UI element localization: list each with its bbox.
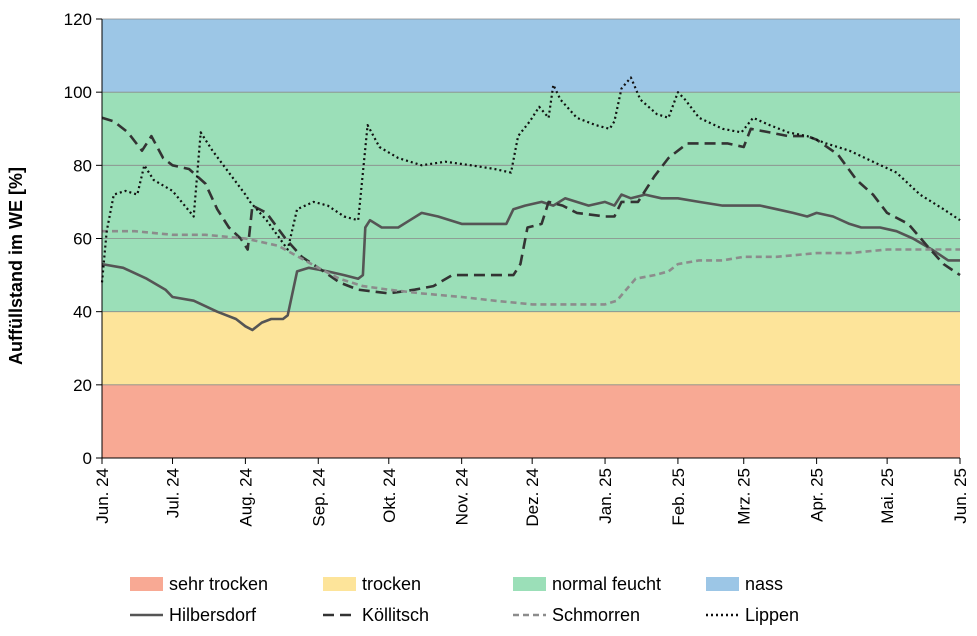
x-tick-label: Aug. 24 [236,468,255,527]
legend-label: normal feucht [552,574,661,594]
x-tick-label: Apr. 25 [808,468,827,522]
band-nass [102,19,960,93]
legend-swatch-nass [706,577,739,591]
y-tick-label: 40 [73,303,92,322]
legend: sehr trocken trocken normal feucht nass Hilb… [130,574,799,625]
band-trocken [102,311,960,385]
y-tick-label: 120 [64,10,92,29]
legend-label: Schmorren [552,605,640,625]
legend-swatch-sehr-trocken [130,577,163,591]
x-tick-label: Okt. 24 [380,468,399,523]
legend-swatch-normal-feucht [513,577,546,591]
x-tick-label: Dez. 24 [523,468,542,527]
y-axis-label: Auffüllstand im WE [%] [6,167,26,365]
x-tick-label: Sep. 24 [309,468,328,527]
series-line-kllitsch [101,116,961,295]
legend-swatch-trocken [323,577,356,591]
y-tick-label: 60 [73,230,92,249]
series-line-hilbersdorf [101,193,960,332]
y-axis-ticks: 0 20 40 60 80 100 120 [64,10,102,468]
moisture-bands [102,19,960,458]
band-normal-feucht [102,92,960,312]
x-tick-label: Mrz. 25 [735,468,754,525]
x-tick-label: Feb. 25 [669,468,688,526]
x-tick-label: Jun. 25 [951,468,970,524]
x-tick-label: Jul. 24 [164,468,183,518]
y-tick-label: 0 [83,449,92,468]
legend-label: Hilbersdorf [169,605,257,625]
horizontal-gridlines [102,18,960,386]
series-line-schmorren [102,229,960,306]
x-tick-label: Nov. 24 [453,468,472,525]
x-tick-label: Mai. 25 [878,468,897,524]
y-tick-label: 100 [64,83,92,102]
x-tick-label: Jan. 25 [596,468,615,524]
x-tick-label: Jun. 24 [93,468,112,524]
series-lines [100,76,961,332]
legend-label: Lippen [745,605,799,625]
x-axis-ticks: Jun. 24 Jul. 24 Aug. 24 Sep. 24 Okt. 24 Nov. … [93,458,970,527]
legend-label: Köllitsch [362,605,429,625]
y-tick-label: 80 [73,156,92,175]
legend-label: nass [745,574,783,594]
legend-label: trocken [362,574,421,594]
y-tick-label: 20 [73,376,92,395]
band-sehr-trocken [102,384,960,458]
legend-label: sehr trocken [169,574,268,594]
